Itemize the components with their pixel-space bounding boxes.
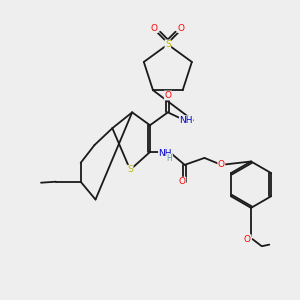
Text: NH: NH [158,149,172,158]
Text: O: O [178,24,185,33]
Text: S: S [165,40,171,49]
Text: S: S [127,165,133,174]
Text: H: H [167,154,172,163]
Text: O: O [179,177,186,186]
Text: NH: NH [179,116,193,125]
Text: O: O [151,24,158,33]
Text: O: O [244,235,251,244]
Text: O: O [218,160,225,169]
Text: O: O [164,91,171,100]
